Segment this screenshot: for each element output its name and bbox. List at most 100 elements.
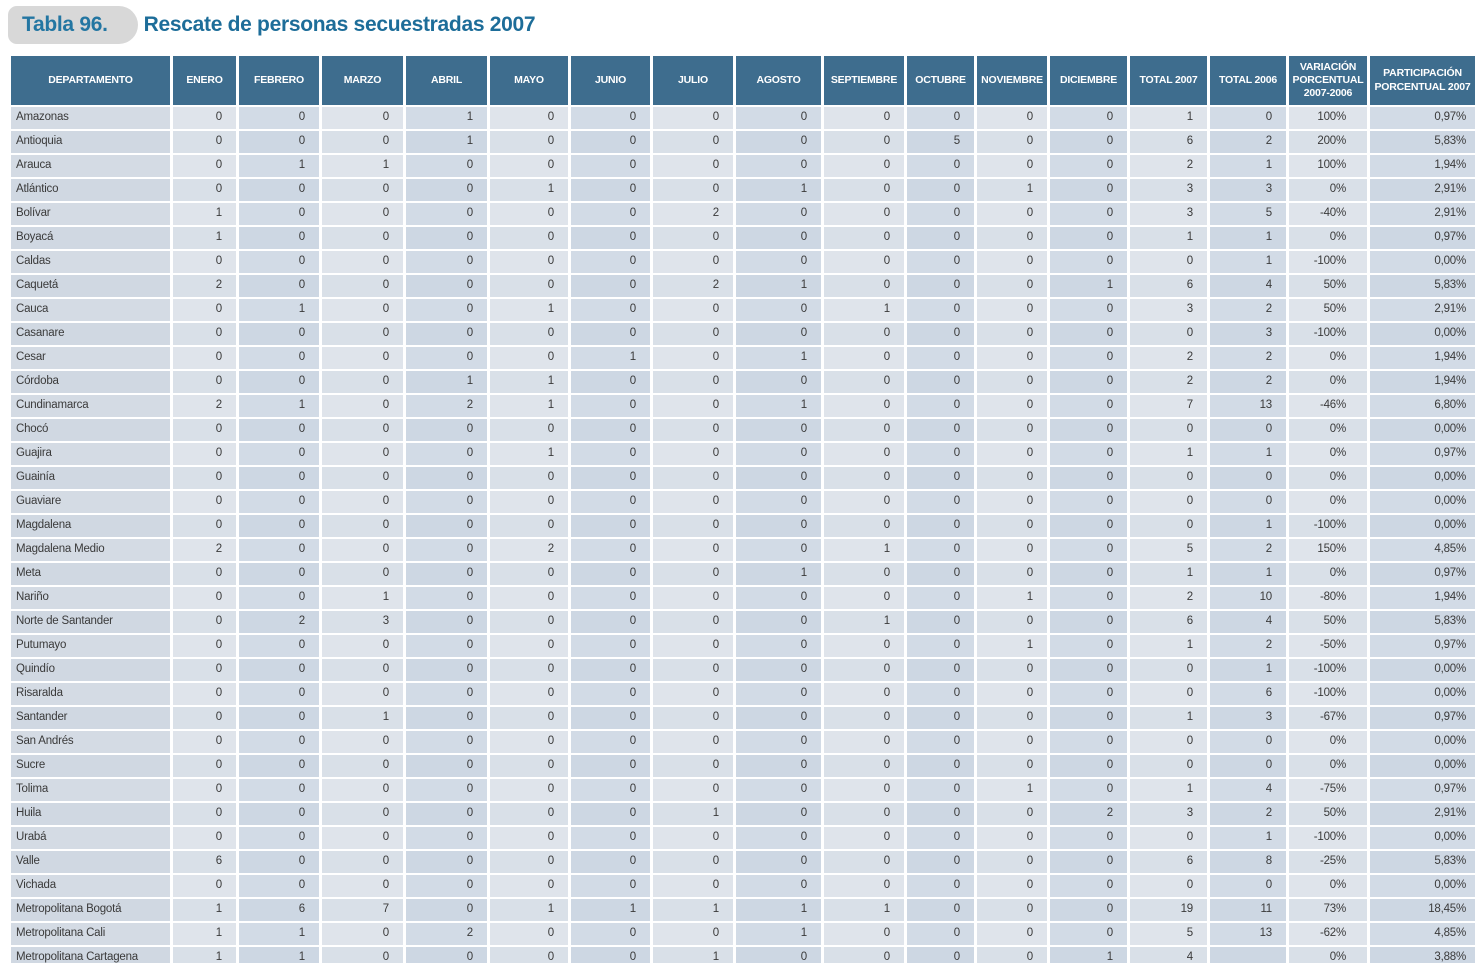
month-cell: 0: [568, 417, 653, 443]
month-cell: 0: [821, 945, 907, 963]
month-cell: 0: [1047, 825, 1130, 851]
month-cell: 0: [904, 177, 977, 203]
department-cell: San Andrés: [8, 729, 173, 755]
participacion-porcentual-cell: 6,80%: [1367, 393, 1478, 419]
table-row: Caquetá 2 0 0 0 0 0 2 1 0 0 0 1 6 4 50% 5,83%: [8, 273, 1478, 299]
month-cell: 0: [733, 129, 824, 155]
month-cell: 0: [904, 417, 977, 443]
month-cell: 1: [821, 537, 907, 563]
total-2007-cell: 1: [1127, 561, 1210, 587]
month-cell: 0: [1047, 177, 1130, 203]
month-cell: 2: [487, 537, 571, 563]
month-cell: 0: [487, 705, 571, 731]
participacion-porcentual-cell: 2,91%: [1367, 297, 1478, 323]
month-cell: 0: [650, 465, 736, 491]
month-cell: 6: [236, 897, 322, 923]
month-cell: 0: [904, 561, 977, 587]
month-cell: 0: [904, 729, 977, 755]
total-2006-cell: 4: [1207, 273, 1289, 299]
month-cell: 0: [821, 561, 907, 587]
month-cell: 0: [1047, 417, 1130, 443]
column-header-noviembre: NOVIEMBRE: [974, 54, 1050, 107]
month-cell: 0: [1047, 489, 1130, 515]
month-cell: 0: [568, 513, 653, 539]
month-cell: 0: [319, 873, 406, 899]
month-cell: 0: [236, 777, 322, 803]
month-cell: 0: [487, 465, 571, 491]
participacion-porcentual-cell: 1,94%: [1367, 369, 1478, 395]
participacion-porcentual-cell: 0,97%: [1367, 225, 1478, 251]
total-2006-cell: 1: [1207, 225, 1289, 251]
month-cell: 0: [733, 849, 824, 875]
variacion-porcentual-cell: 0%: [1286, 873, 1370, 899]
month-cell: 0: [650, 297, 736, 323]
month-cell: 0: [1047, 585, 1130, 611]
month-cell: 0: [904, 945, 977, 963]
month-cell: 0: [821, 513, 907, 539]
month-cell: 0: [236, 585, 322, 611]
department-cell: Sucre: [8, 753, 173, 779]
variacion-porcentual-cell: -100%: [1286, 513, 1370, 539]
table-row: Magdalena Medio 2 0 0 0 2 0 0 0 1 0 0 0 5 2 150% 4,85%: [8, 537, 1478, 563]
month-cell: 0: [236, 201, 322, 227]
month-cell: 0: [904, 753, 977, 779]
month-cell: 0: [904, 489, 977, 515]
total-2006-cell: 1: [1207, 825, 1289, 851]
column-header-variaci-n-porcentual-2007-2006: VARIACIÓN PORCENTUAL 2007-2006: [1286, 54, 1370, 107]
month-cell: 0: [403, 633, 490, 659]
month-cell: 0: [568, 201, 653, 227]
month-cell: 0: [236, 513, 322, 539]
table-body: Amazonas 0 0 0 1 0 0 0 0 0 0 0 0 1 0 100% 0,97% Antioquia…: [8, 105, 1478, 963]
table-row: Urabá 0 0 0 0 0 0 0 0 0 0 0 0 0 1 -100% 0,00%: [8, 825, 1478, 851]
table-row: Amazonas 0 0 0 1 0 0 0 0 0 0 0 0 1 0 100% 0,97%: [8, 105, 1478, 131]
month-cell: 0: [319, 513, 406, 539]
month-cell: 0: [733, 729, 824, 755]
month-cell: 0: [974, 465, 1050, 491]
table-row: Cundinamarca 2 1 0 2 1 0 0 1 0 0 0 0 7 13 -46% 6,80%: [8, 393, 1478, 419]
month-cell: 0: [403, 513, 490, 539]
total-2006-cell: 2: [1207, 633, 1289, 659]
table-row: Magdalena 0 0 0 0 0 0 0 0 0 0 0 0 0 1 -100% 0,00%: [8, 513, 1478, 539]
variacion-porcentual-cell: -50%: [1286, 633, 1370, 659]
table-row: Putumayo 0 0 0 0 0 0 0 0 0 0 1 0 1 2 -50% 0,97%: [8, 633, 1478, 659]
month-cell: 0: [650, 561, 736, 587]
total-2007-cell: 1: [1127, 225, 1210, 251]
month-cell: 0: [170, 369, 239, 395]
month-cell: 0: [650, 177, 736, 203]
month-cell: 0: [904, 705, 977, 731]
variacion-porcentual-cell: 100%: [1286, 105, 1370, 131]
month-cell: 0: [974, 225, 1050, 251]
total-2007-cell: 0: [1127, 681, 1210, 707]
month-cell: 0: [650, 633, 736, 659]
month-cell: 1: [236, 393, 322, 419]
month-cell: 0: [974, 945, 1050, 963]
month-cell: 2: [403, 393, 490, 419]
month-cell: 0: [974, 441, 1050, 467]
total-2006-cell: 1: [1207, 561, 1289, 587]
total-2006-cell: 4: [1207, 609, 1289, 635]
month-cell: 0: [650, 513, 736, 539]
table-row: Metropolitana Cali 1 1 0 2 0 0 0 1 0 0 0 0 5 13 -62% 4,8…: [8, 921, 1478, 947]
month-cell: 0: [821, 393, 907, 419]
month-cell: 0: [733, 153, 824, 179]
month-cell: 0: [974, 873, 1050, 899]
department-cell: Amazonas: [8, 105, 173, 131]
month-cell: 0: [568, 393, 653, 419]
month-cell: 0: [904, 153, 977, 179]
month-cell: 0: [821, 873, 907, 899]
month-cell: 0: [821, 729, 907, 755]
month-cell: 0: [974, 897, 1050, 923]
total-2007-cell: 3: [1127, 177, 1210, 203]
participacion-porcentual-cell: 5,83%: [1367, 849, 1478, 875]
variacion-porcentual-cell: 73%: [1286, 897, 1370, 923]
month-cell: 0: [1047, 105, 1130, 131]
department-cell: Norte de Santander: [8, 609, 173, 635]
variacion-porcentual-cell: -100%: [1286, 657, 1370, 683]
month-cell: 0: [403, 777, 490, 803]
month-cell: 0: [733, 585, 824, 611]
department-cell: Bolívar: [8, 201, 173, 227]
month-cell: 0: [974, 849, 1050, 875]
month-cell: 0: [568, 921, 653, 947]
month-cell: 0: [733, 705, 824, 731]
department-cell: Arauca: [8, 153, 173, 179]
